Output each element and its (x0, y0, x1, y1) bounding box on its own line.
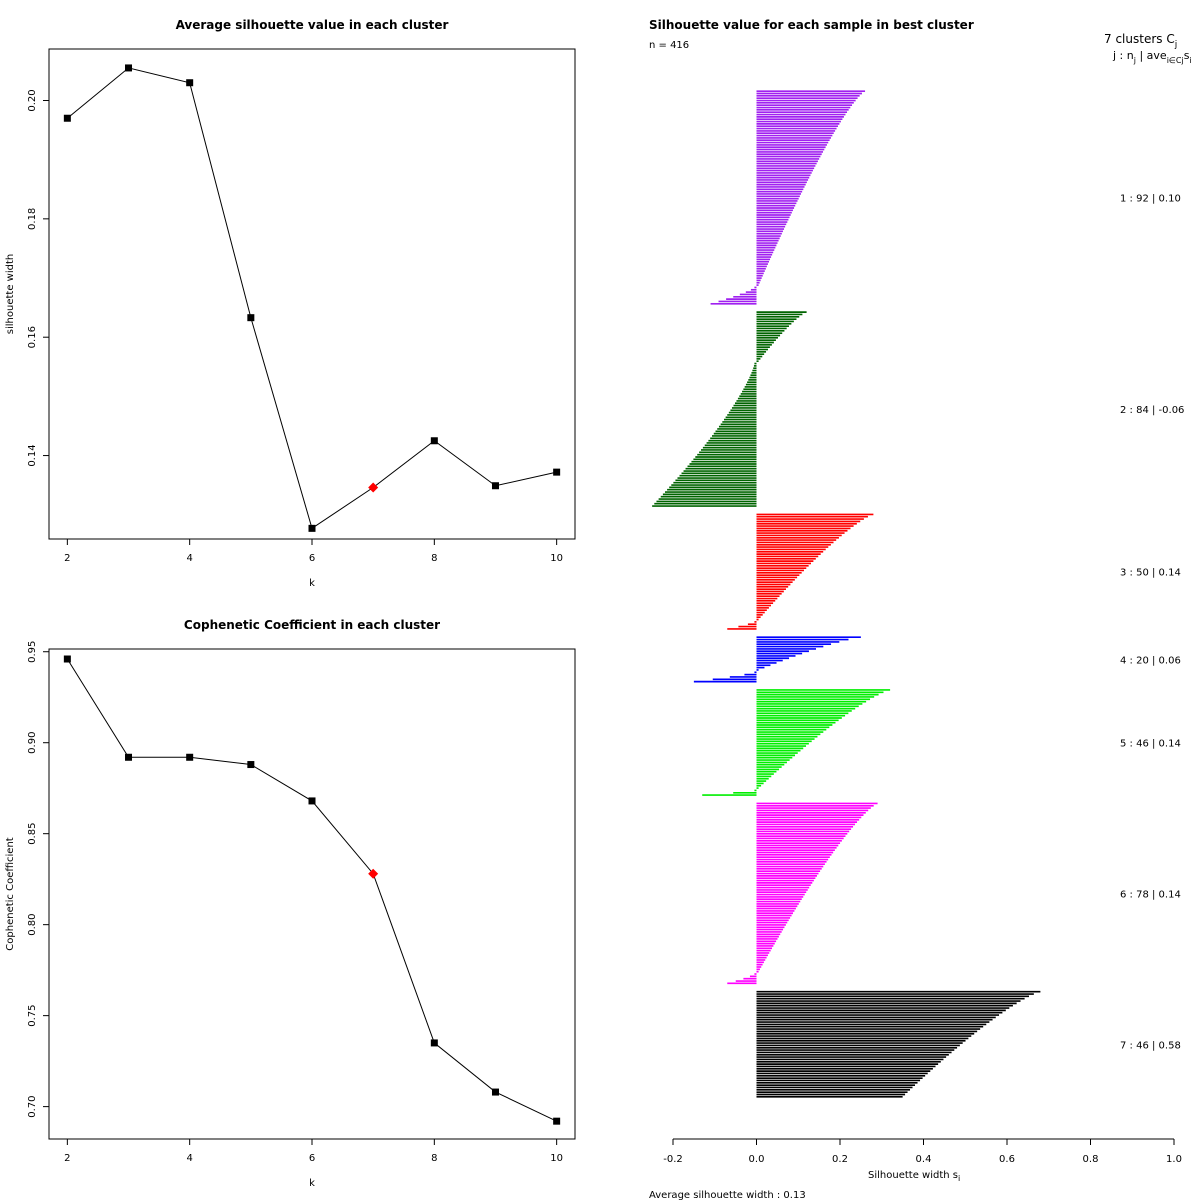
chart2-points (63, 655, 561, 1125)
x-tick-label: 8 (431, 553, 437, 564)
x-tick-label: 6 (309, 1153, 315, 1164)
x-tick-label: 6 (309, 553, 315, 564)
chart2-plot-border (48, 648, 576, 1140)
chart1-x-label: k (309, 578, 315, 589)
x-tick-label: 10 (550, 1153, 563, 1164)
data-point (186, 753, 194, 761)
highlight-point (368, 482, 379, 493)
chart1-x-axis: 2 4 6 8 10 (64, 539, 563, 564)
x-tick-label: 4 (186, 1153, 192, 1164)
chart1-y-label: silhouette width (5, 254, 16, 334)
chart3-x-axis: -0.2 0.0 0.2 0.4 0.6 0.8 1.0 (663, 1139, 1182, 1165)
chart1-title: Average silhouette value in each cluster (176, 18, 449, 32)
x-tick-label: 0.4 (916, 1154, 932, 1165)
data-point (247, 761, 255, 769)
cluster-label: 3 : 50 | 0.14 (1120, 568, 1181, 579)
chart2-x-label: k (309, 1178, 315, 1189)
y-tick-label: 0.80 (27, 914, 38, 936)
silhouette-samples-chart: Silhouette value for each sample in best… (649, 18, 1192, 1200)
chart2-x-axis: 2 4 6 8 10 (64, 1139, 563, 1164)
x-tick-label: 2 (64, 1153, 70, 1164)
data-point (430, 1039, 438, 1047)
chart1-points (63, 64, 561, 532)
chart2-series-line (66, 658, 557, 1122)
series-line (66, 658, 557, 1122)
data-point (430, 437, 438, 445)
chart3-x-label: Silhouette width si (868, 1170, 960, 1183)
data-point (308, 524, 316, 532)
y-tick-label: 0.95 (27, 641, 38, 663)
x-tick-label: 0.8 (1083, 1154, 1099, 1165)
data-point (491, 482, 499, 490)
x-tick-label: 1.0 (1166, 1154, 1182, 1165)
x-tick-label: 0.2 (832, 1154, 848, 1165)
chart2-y-label: Cophenetic Coefficient (5, 837, 16, 950)
data-point (553, 468, 561, 476)
y-tick-label: 0.20 (27, 89, 38, 111)
data-point (63, 655, 71, 663)
data-point (247, 314, 255, 322)
chart1-series-line (67, 67, 557, 530)
chart3-title: Silhouette value for each sample in best… (649, 18, 974, 32)
cluster-label: 1 : 92 | 0.10 (1120, 193, 1181, 204)
y-tick-label: 0.14 (27, 444, 38, 466)
x-tick-label: 4 (186, 553, 192, 564)
cluster-labels: 1 : 92 | 0.10 2 : 84 | -0.06 3 : 50 | 0.14… (1120, 193, 1184, 1051)
y-tick-label: 0.90 (27, 732, 38, 754)
cluster-label: 2 : 84 | -0.06 (1120, 405, 1184, 416)
y-tick-label: 0.75 (27, 1005, 38, 1027)
silhouette-bars (652, 90, 1041, 1098)
y-tick-label: 0.16 (27, 326, 38, 348)
data-point (553, 1117, 561, 1125)
x-tick-label: 2 (64, 553, 70, 564)
data-point (125, 753, 133, 761)
y-tick-label: 0.70 (27, 1095, 38, 1117)
y-tick-label: 0.85 (27, 823, 38, 845)
cluster-label: 7 : 46 | 0.58 (1120, 1040, 1181, 1051)
x-tick-label: 8 (431, 1153, 437, 1164)
data-point (125, 64, 133, 72)
data-point (63, 114, 71, 122)
cluster-label: 5 : 46 | 0.14 (1120, 739, 1181, 750)
highlight-point (368, 868, 379, 879)
x-tick-label: 10 (550, 553, 563, 564)
x-tick-label: -0.2 (663, 1154, 683, 1165)
cluster-label: 6 : 78 | 0.14 (1120, 889, 1181, 900)
silhouette-average-chart: Average silhouette value in each cluster… (5, 18, 576, 589)
chart3-subtitle: n = 416 (649, 40, 689, 51)
legend-subheader: j : nj | avei∈Cjsi (1112, 49, 1192, 65)
chart1-y-axis: 0.14 0.16 0.18 0.20 (27, 89, 49, 467)
chart2-title: Cophenetic Coefficient in each cluster (184, 618, 440, 632)
chart2-y-axis: 0.70 0.75 0.80 0.85 0.90 0.95 (27, 641, 49, 1118)
chart3-footer: Average silhouette width : 0.13 (649, 1190, 806, 1200)
x-tick-label: 0.0 (749, 1154, 765, 1165)
data-point (186, 79, 194, 87)
cluster-label: 4 : 20 | 0.06 (1120, 655, 1181, 666)
chart1-plot-border (48, 48, 576, 540)
x-tick-label: 0.6 (999, 1154, 1015, 1165)
series-line (67, 67, 557, 530)
data-point (308, 797, 316, 805)
data-point (491, 1088, 499, 1096)
y-tick-label: 0.18 (27, 208, 38, 230)
cophenetic-chart: Cophenetic Coefficient in each cluster 2… (5, 618, 576, 1189)
legend-header: 7 clusters Cj (1104, 32, 1177, 50)
